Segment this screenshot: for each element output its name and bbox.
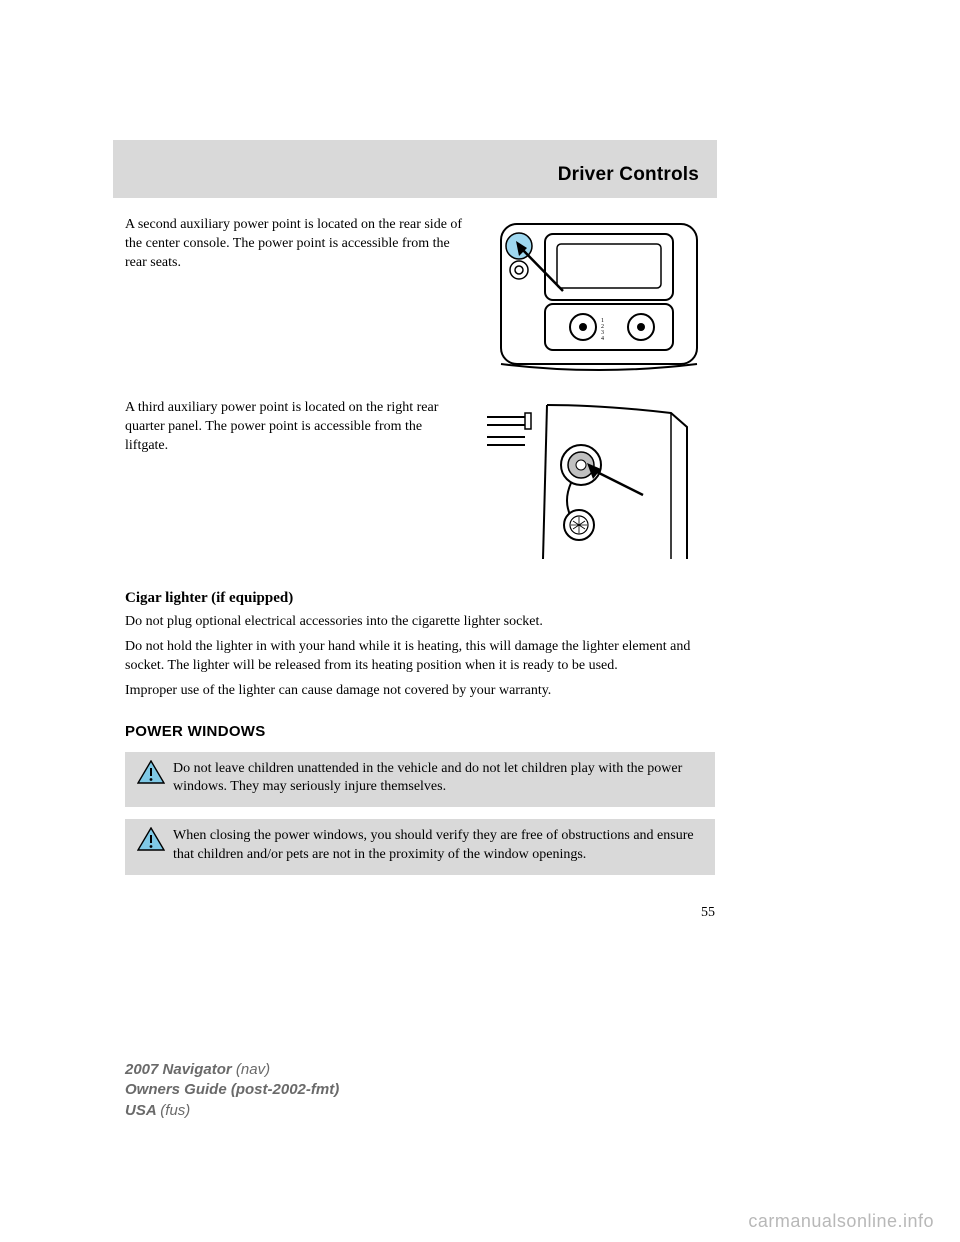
paragraph: Improper use of the lighter can cause da… <box>125 682 715 701</box>
warning-text: Do not leave children unattended in the … <box>173 761 682 795</box>
footer-model: 2007 Navigator <box>125 1061 236 1078</box>
footer-line-1: 2007 Navigator (nav) <box>125 1060 339 1080</box>
watermark: carmanualsonline.info <box>748 1211 934 1232</box>
footer-code: (fus) <box>160 1102 190 1119</box>
footer-line-2: Owners Guide (post-2002-fmt) <box>125 1080 339 1100</box>
warning-text: When closing the power windows, you shou… <box>173 828 694 862</box>
paragraph: Do not plug optional electrical accessor… <box>125 613 715 632</box>
warning-box-2: When closing the power windows, you shou… <box>125 819 715 875</box>
section-aux-power-3: A third auxiliary power point is located… <box>125 399 715 564</box>
footer-block: 2007 Navigator (nav) Owners Guide (post-… <box>125 1060 339 1121</box>
warning-icon <box>137 827 165 851</box>
footer-region: USA <box>125 1102 160 1119</box>
figure-liftgate-power-point <box>483 399 715 564</box>
subheading-cigar-lighter: Cigar lighter (if equipped) <box>125 590 715 607</box>
footer-line-3: USA (fus) <box>125 1101 339 1121</box>
paragraph: A second auxiliary power point is locate… <box>125 216 467 381</box>
footer-code: (nav) <box>236 1061 270 1078</box>
page-content: Driver Controls A second auxiliary power… <box>125 140 715 921</box>
warning-icon <box>137 760 165 784</box>
heading-power-windows: POWER WINDOWS <box>125 723 715 740</box>
page-number: 55 <box>125 905 715 921</box>
section-aux-power-2: A second auxiliary power point is locate… <box>125 216 715 381</box>
svg-text:4: 4 <box>601 336 604 342</box>
section-header-band: Driver Controls <box>113 140 717 198</box>
section-title: Driver Controls <box>558 164 699 186</box>
figure-console-power-point: 1 2 3 4 <box>483 216 715 381</box>
paragraph: A third auxiliary power point is located… <box>125 399 467 564</box>
paragraph: Do not hold the lighter in with your han… <box>125 638 715 676</box>
warning-box-1: Do not leave children unattended in the … <box>125 752 715 808</box>
